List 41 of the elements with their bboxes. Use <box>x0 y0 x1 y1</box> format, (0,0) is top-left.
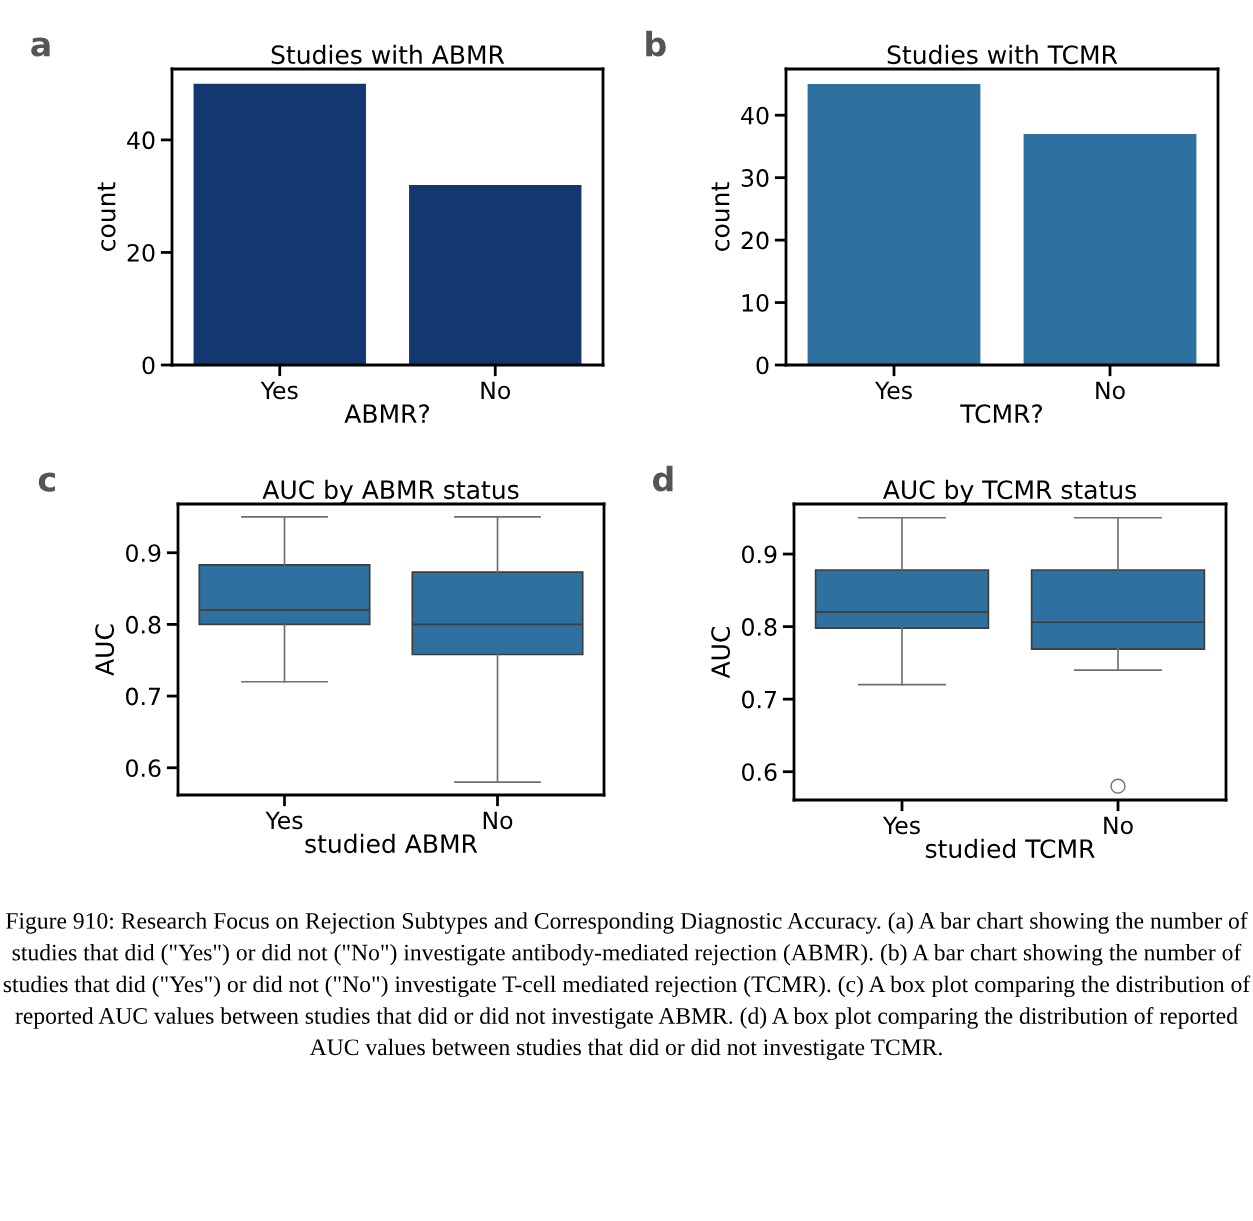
chart-title: AUC by TCMR status <box>883 479 1136 504</box>
y-tick-label: 0.6 <box>742 763 777 782</box>
x-axis-title: studied TCMR <box>925 838 1095 859</box>
y-tick-label: 30 <box>741 169 769 187</box>
y-tick-label: 0.6 <box>126 759 161 778</box>
y-tick-label: 0 <box>142 356 155 375</box>
text: a <box>31 37 50 57</box>
y-axis-title: count <box>97 182 116 251</box>
x-tick-label: Yes <box>265 811 303 830</box>
y-axis-title: AUC <box>95 624 115 676</box>
text: d <box>652 465 673 492</box>
y-tick-label: 0.9 <box>126 544 161 563</box>
x-axis-title: ABMR? <box>344 404 429 423</box>
y-axis-title: count <box>711 182 730 251</box>
y-tick-label: 0.9 <box>742 545 777 564</box>
x-tick-label: Yes <box>882 816 920 835</box>
y-tick-label: 0.7 <box>742 690 777 709</box>
x-axis-title: TCMR? <box>960 404 1042 424</box>
text: b <box>646 30 666 57</box>
text: c <box>38 472 55 492</box>
y-tick-label: 40 <box>127 131 155 150</box>
y-tick-label: 20 <box>741 231 769 250</box>
y-tick-label: 0.8 <box>126 615 161 634</box>
x-axis-title: studied ABMR <box>305 833 478 854</box>
y-tick-label: 40 <box>741 106 769 125</box>
y-tick-label: 0 <box>756 356 769 375</box>
x-tick-label: No <box>481 381 511 400</box>
y-tick-label: 0.7 <box>126 687 161 706</box>
y-tick-label: 20 <box>127 243 155 262</box>
chart-title: Studies with ABMR <box>271 44 505 65</box>
y-tick-label: 10 <box>742 294 769 312</box>
caption: Figure 910: Research Focus on Rejection Subtypes and Corresponding Diagnostic Accuracy. (a) A bar chart showing the number of studies that did ("Yes") or did not ("No") investigate antibody-mediated rejection (ABMR). (b) A bar chart showing the number of studies that did ("Yes") or did not ("No") investigate T-cell mediated rejection (TCMR). (c) A box plot comparing the distribution of reported AUC values between studies that did or did not investigate ABMR. (d) A box plot comparing the distribution of reported AUC values between studies that did or did not investigate TCMR. <box>3 912 1251 1061</box>
y-tick-label: 0.8 <box>742 618 777 636</box>
x-tick-label: Yes <box>260 381 298 400</box>
y-axis-title: AUC <box>711 626 731 679</box>
x-tick-label: No <box>1104 816 1133 835</box>
chart-title: AUC by ABMR status <box>262 479 519 504</box>
chart-title: Studies with TCMR <box>887 44 1118 65</box>
x-tick-label: No <box>1096 381 1125 400</box>
x-tick-label: Yes <box>874 381 912 400</box>
x-tick-label: No <box>483 811 513 830</box>
